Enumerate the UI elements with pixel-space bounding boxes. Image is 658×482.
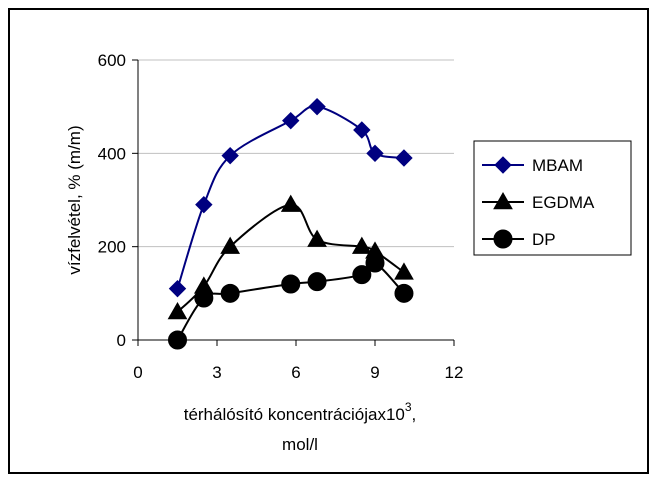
data-point-egdma bbox=[394, 262, 414, 280]
data-point-mbam bbox=[366, 144, 384, 163]
data-point-mbam bbox=[353, 121, 371, 139]
series-dp bbox=[168, 253, 414, 350]
legend-item-dp: DP bbox=[482, 229, 556, 249]
data-point-mbam bbox=[282, 111, 300, 130]
x-tick-label: 0 bbox=[133, 363, 142, 382]
data-point-egdma bbox=[167, 301, 188, 320]
series-egdma bbox=[167, 194, 414, 320]
legend-box bbox=[473, 140, 632, 256]
x-tick-label: 6 bbox=[291, 363, 300, 382]
data-point-dp bbox=[352, 265, 372, 285]
data-point-egdma bbox=[220, 236, 241, 254]
legend-label-egdma: EGDMA bbox=[532, 193, 595, 212]
legend: MBAM EGDMA DP bbox=[473, 140, 632, 256]
x-axis-label-text: térhálósító koncentrációjax10 bbox=[184, 405, 405, 424]
data-point-dp bbox=[365, 253, 385, 273]
series-mbam bbox=[168, 97, 413, 298]
data-point-dp bbox=[281, 274, 301, 294]
legend-label-mbam: MBAM bbox=[532, 156, 583, 175]
axis-labels: vízfelvétel, % (m/m) térhálósító koncent… bbox=[65, 125, 416, 454]
legend-marker-dp bbox=[493, 229, 513, 249]
x-tick-label: 12 bbox=[445, 363, 464, 382]
data-point-egdma bbox=[351, 236, 372, 254]
data-point-dp bbox=[220, 283, 240, 303]
legend-item-mbam: MBAM bbox=[482, 156, 583, 175]
chart-frame: 0 200 400 600 0 3 6 9 12 MBAM EGDMA DP vízfelvétel… bbox=[8, 8, 649, 474]
x-tick-label: 9 bbox=[370, 363, 379, 382]
legend-marker-egdma bbox=[493, 191, 513, 210]
x-axis-label-superscript: 3 bbox=[405, 400, 412, 414]
data-point-dp bbox=[168, 330, 187, 350]
data-point-mbam bbox=[168, 279, 187, 298]
legend-item-egdma: EGDMA bbox=[482, 191, 595, 212]
legend-marker-mbam bbox=[494, 156, 512, 174]
y-tick-label: 200 bbox=[98, 238, 126, 257]
data-point-mbam bbox=[308, 97, 326, 116]
x-axis-label-suffix: , bbox=[412, 405, 417, 424]
y-tick-label: 400 bbox=[98, 144, 126, 163]
x-axis-label: térhálósító koncentrációjax103, bbox=[184, 400, 417, 424]
y-tick-label: 0 bbox=[117, 331, 126, 350]
data-point-egdma bbox=[280, 194, 301, 212]
y-tick-label: 600 bbox=[98, 51, 126, 70]
data-point-mbam bbox=[395, 149, 413, 167]
axes: 0 200 400 600 0 3 6 9 12 bbox=[98, 51, 464, 382]
x-axis-label-unit: mol/l bbox=[282, 435, 318, 454]
plot-series bbox=[167, 97, 414, 350]
data-point-dp bbox=[394, 283, 414, 303]
data-point-dp bbox=[194, 288, 214, 308]
x-tick-label: 3 bbox=[212, 363, 221, 382]
data-point-mbam bbox=[195, 195, 213, 214]
y-axis-label: vízfelvétel, % (m/m) bbox=[65, 125, 84, 274]
chart-svg: 0 200 400 600 0 3 6 9 12 MBAM EGDMA DP vízfelvétel… bbox=[65, 51, 632, 454]
data-point-egdma bbox=[307, 229, 327, 247]
legend-label-dp: DP bbox=[532, 230, 556, 249]
data-point-mbam bbox=[221, 146, 239, 165]
data-point-dp bbox=[307, 272, 327, 292]
